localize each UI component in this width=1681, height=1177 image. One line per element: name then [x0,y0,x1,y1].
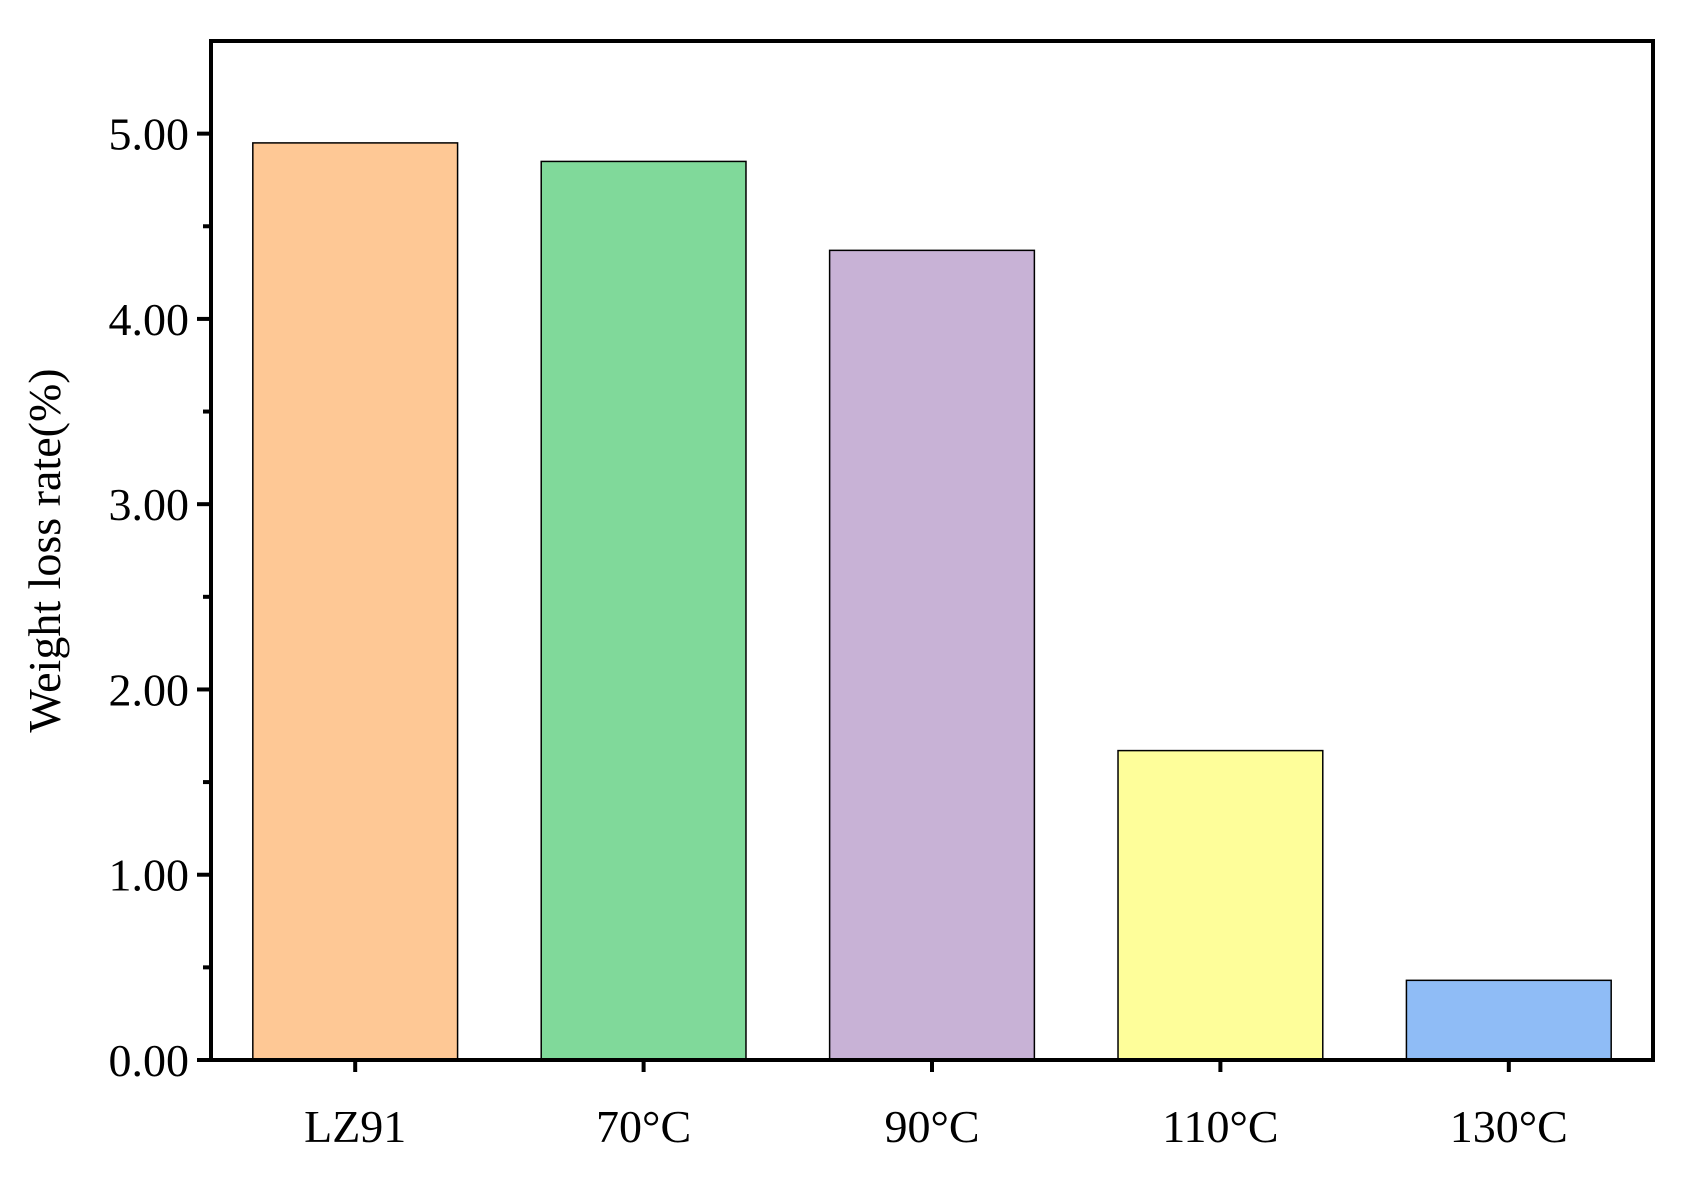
x-tick-label-1: LZ91 [304,1101,406,1152]
y-tick-label-1: 1.00 [109,850,190,901]
x-tick-label-4: 110°C [1162,1101,1278,1152]
bars-group [252,142,1612,1061]
bar-2 [540,160,747,1061]
y-tick-label-5: 5.00 [109,109,190,160]
x-tick-label-5: 130°C [1450,1101,1568,1152]
bar-3 [828,249,1036,1061]
y-tick-label-3: 3.00 [109,479,190,530]
plot-frame [209,39,1655,1062]
x-axis-ticks: LZ91 70°C 90°C 110°C 130°C [304,1060,1568,1152]
x-tick-label-3: 90°C [884,1101,979,1152]
y-tick-label-4: 4.00 [109,294,190,345]
y-tick-label-0: 0.00 [109,1035,190,1086]
y-axis-title: Weight loss rate(%) [19,368,70,732]
y-tick-label-2: 2.00 [109,664,190,715]
bar-5 [1405,979,1612,1061]
bar-4 [1117,749,1324,1061]
x-tick-label-2: 70°C [596,1101,691,1152]
bar-1 [252,142,459,1061]
y-axis-ticks: 0.00 1.00 2.00 3.00 4.00 5.00 [109,109,211,1086]
